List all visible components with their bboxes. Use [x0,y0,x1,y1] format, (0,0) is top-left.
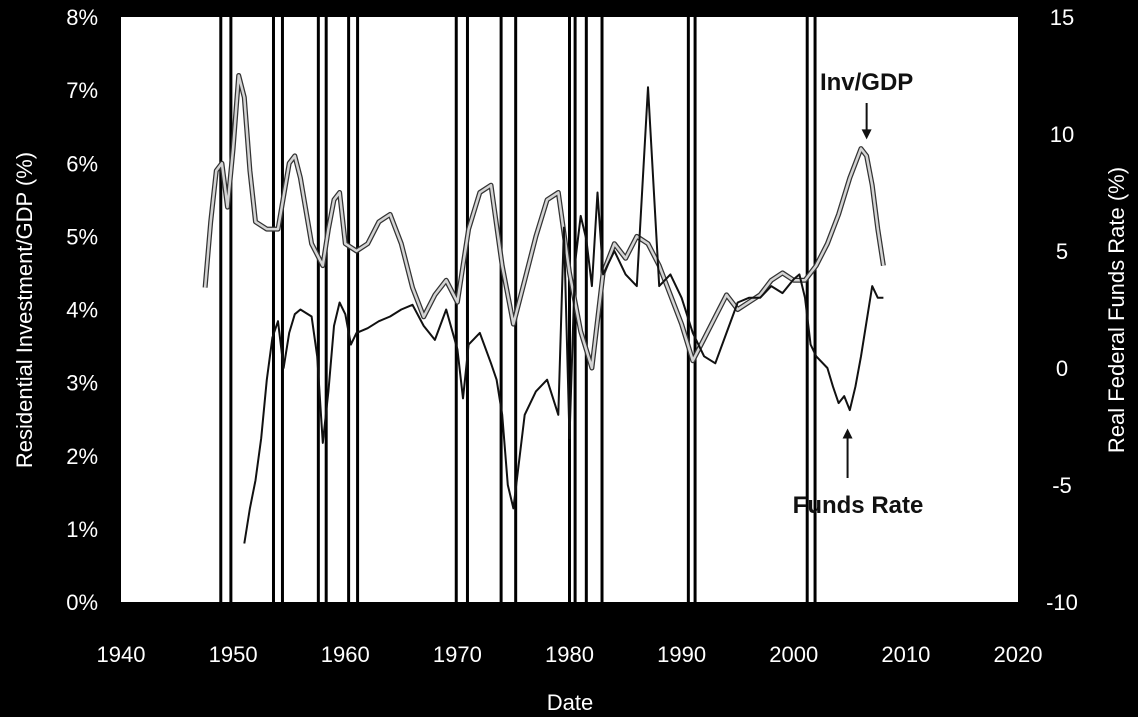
y-right-tick-label: 5 [1056,239,1068,264]
y-left-axis-ticks: 0% 1% 2% 3% 4% 5% 6% 7% 8% [66,5,98,615]
x-tick-label: 2010 [881,642,930,667]
y-right-axis-title: Real Federal Funds Rate (%) [1104,167,1129,453]
y-right-tick-label: 10 [1050,122,1074,147]
y-left-tick-label: 5% [66,224,98,249]
annotation-funds-rate: Funds Rate [793,492,924,519]
y-right-axis-ticks: -10 -5 0 5 10 15 [1046,5,1078,615]
series-funds-rate-line [243,86,884,544]
arrowhead-icon [842,428,853,439]
y-right-tick-label: -5 [1052,473,1072,498]
x-tick-label: 2020 [994,642,1043,667]
x-axis-title: Date [547,690,593,715]
arrowhead-icon [861,129,872,140]
y-right-tick-label: 15 [1050,5,1074,30]
x-tick-label: 1940 [97,642,146,667]
y-left-tick-label: 2% [66,444,98,469]
x-tick-label: 1960 [321,642,370,667]
x-tick-label: 1950 [209,642,258,667]
series-inv-gdp-line [203,74,885,370]
y-right-tick-label: 0 [1056,356,1068,381]
series-layer [202,73,886,544]
y-left-tick-label: 6% [66,151,98,176]
x-tick-label: 1970 [433,642,482,667]
x-tick-label: 1980 [545,642,594,667]
y-left-axis-title: Residential Investment/GDP (%) [12,152,37,468]
y-left-tick-label: 0% [66,590,98,615]
x-tick-label: 2000 [769,642,818,667]
x-axis-ticks: 1940 1950 1960 1970 1980 1990 2000 2010 2020 [97,642,1043,667]
y-left-tick-label: 1% [66,517,98,542]
y-right-tick-label: -10 [1046,590,1078,615]
annotation-inv-gdp: Inv/GDP [820,69,913,96]
annotations: Inv/GDP Funds Rate [793,69,924,519]
y-left-tick-label: 8% [66,5,98,30]
x-tick-label: 1990 [657,642,706,667]
y-left-tick-label: 3% [66,371,98,396]
y-left-tick-label: 7% [66,78,98,103]
y-left-tick-label: 4% [66,298,98,323]
